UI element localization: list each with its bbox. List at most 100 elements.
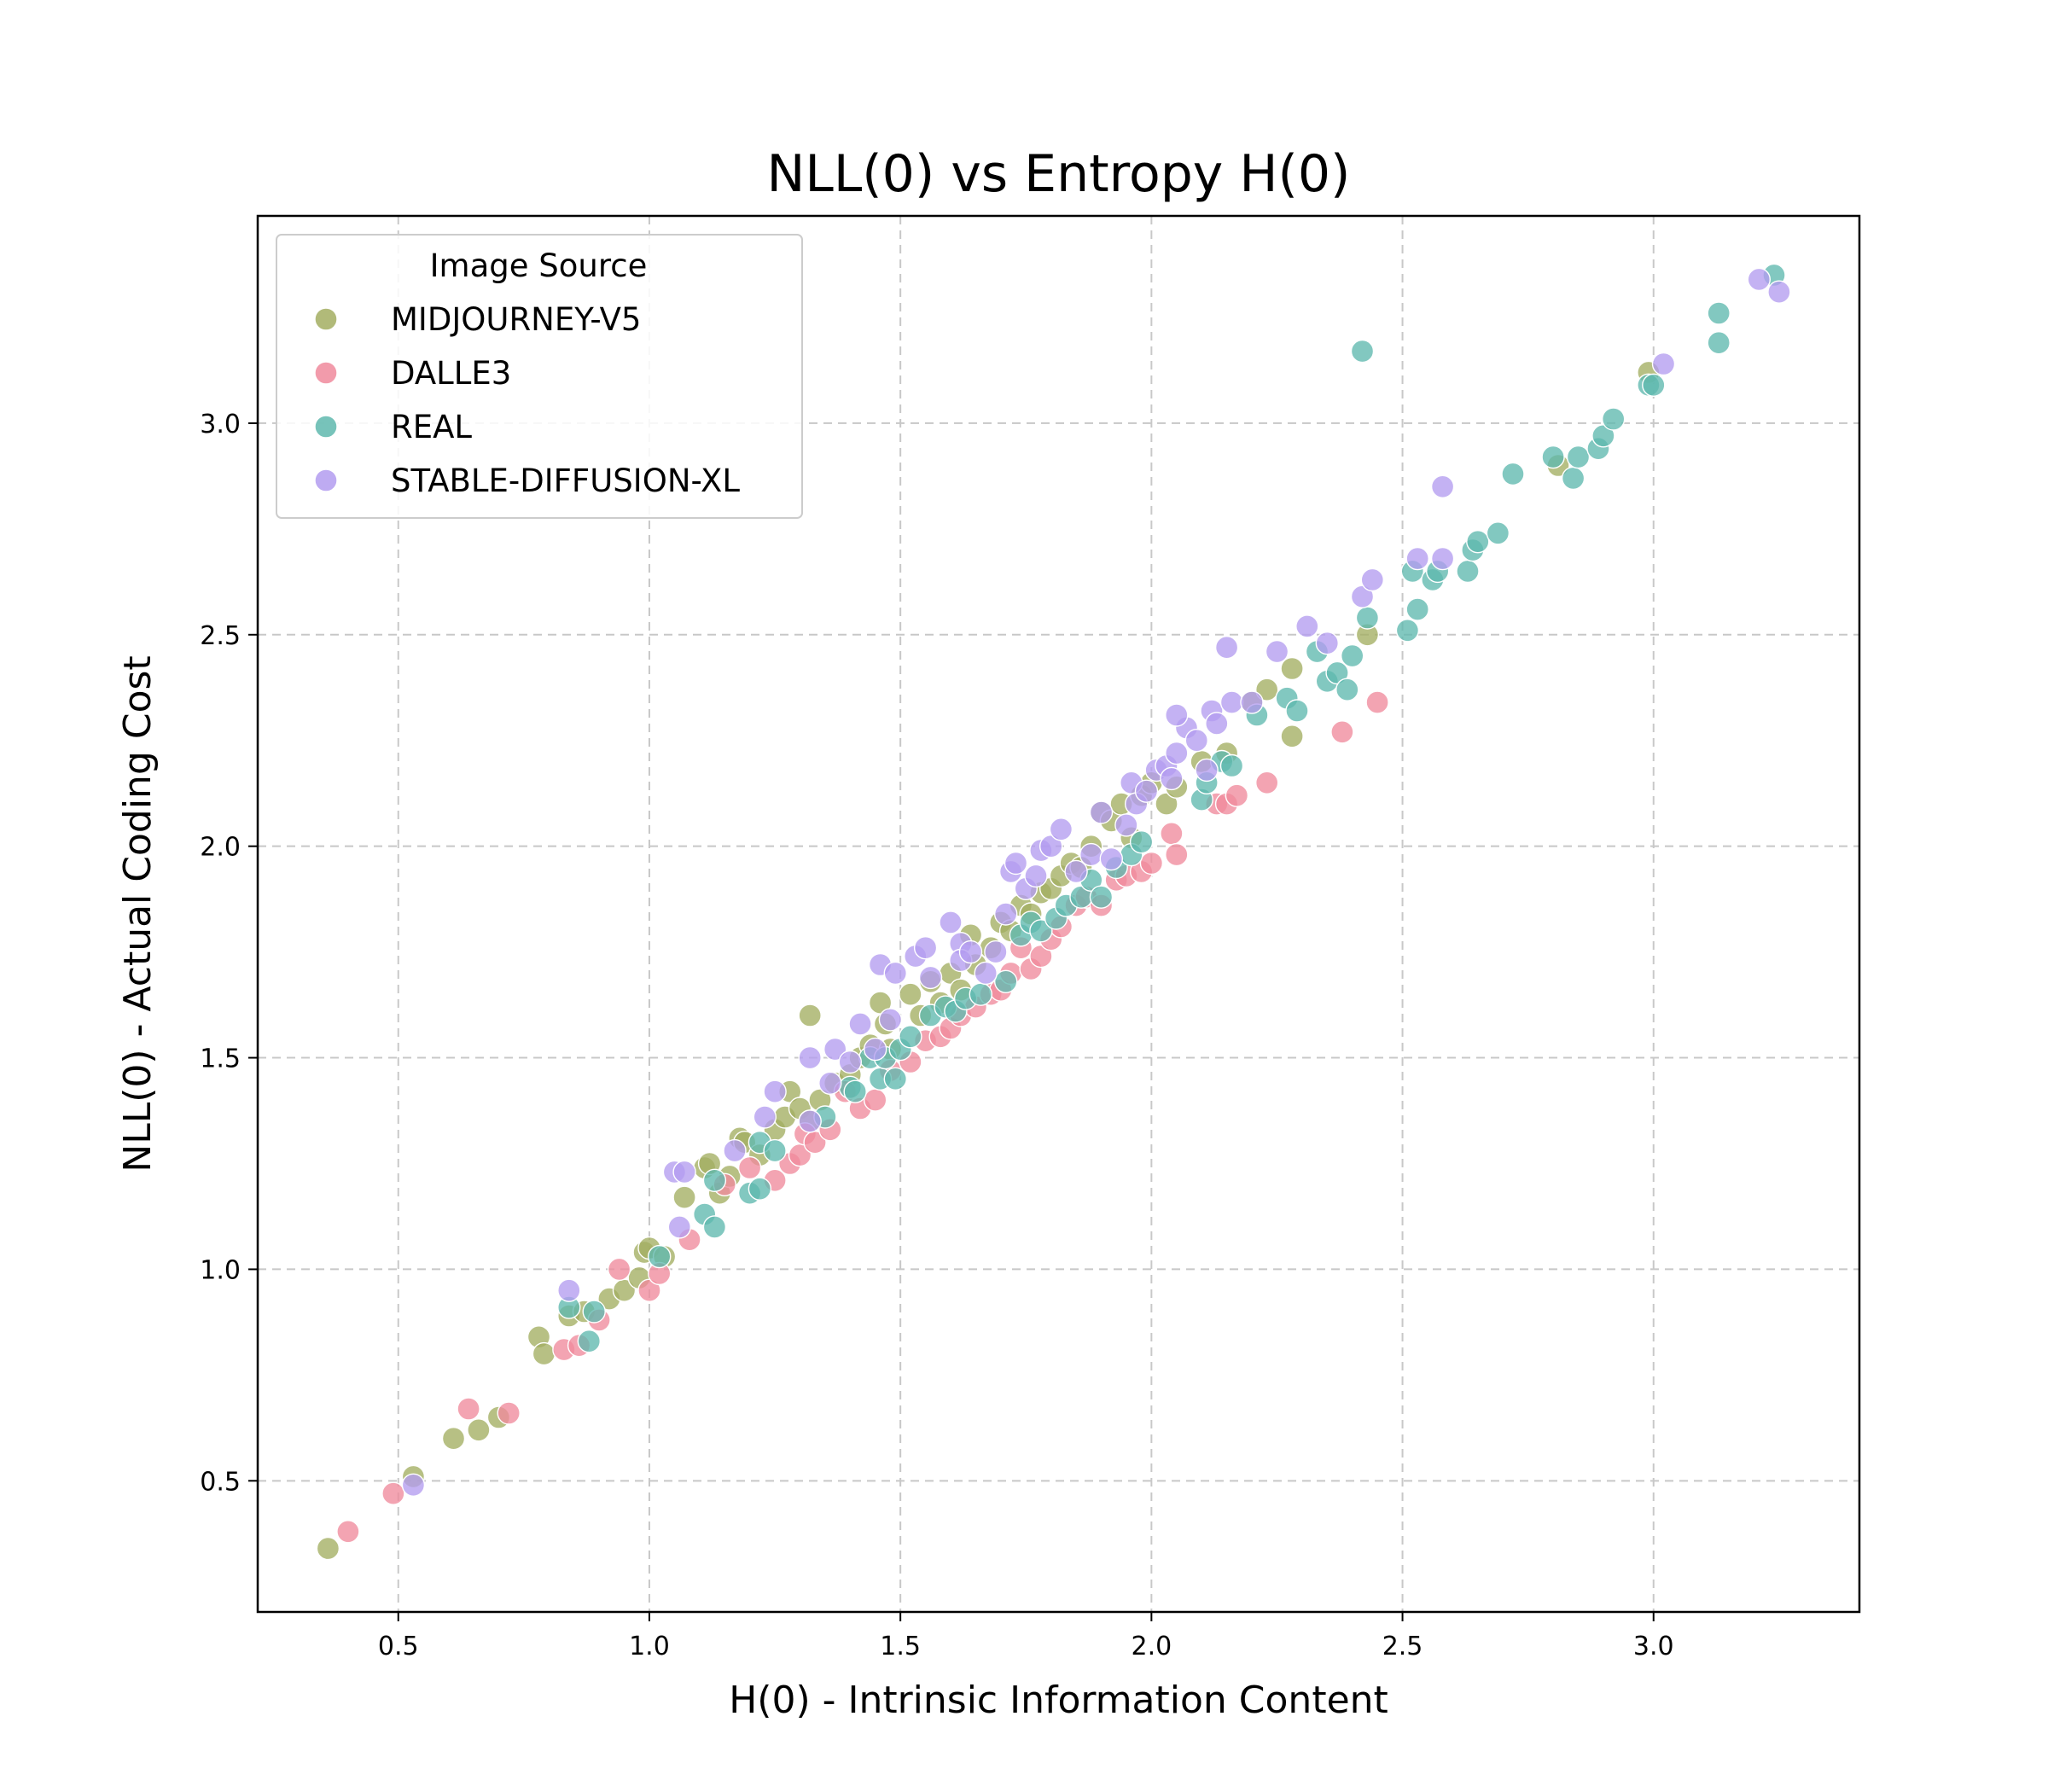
data-point	[1365, 690, 1389, 714]
data-point	[1139, 851, 1164, 876]
data-point	[737, 1155, 762, 1180]
data-point	[1165, 741, 1189, 765]
data-point	[1747, 267, 1772, 292]
x-axis-title: H(0) - Intrinsic Information Content	[729, 1679, 1388, 1722]
data-point	[798, 1004, 822, 1027]
data-point	[1280, 724, 1304, 748]
data-point	[577, 1329, 601, 1353]
data-point	[1285, 699, 1309, 723]
data-point	[723, 1138, 747, 1163]
data-point	[1360, 567, 1385, 592]
x-tick-label: 1.5	[880, 1632, 921, 1661]
data-point	[1205, 712, 1229, 736]
data-point	[863, 1037, 887, 1062]
x-tick-label: 2.0	[1131, 1632, 1172, 1661]
data-point	[1004, 851, 1028, 876]
legend-marker	[314, 307, 338, 331]
legend-box	[276, 234, 803, 519]
data-point	[336, 1520, 360, 1544]
data-point	[818, 1071, 842, 1096]
legend-marker	[314, 415, 338, 439]
data-point	[1651, 352, 1676, 376]
data-point	[672, 1185, 696, 1209]
data-points	[316, 263, 1791, 1561]
data-point	[1254, 678, 1279, 701]
data-point	[672, 1160, 696, 1184]
data-point	[958, 940, 983, 964]
legend-label: MIDJOURNEY-V5	[391, 301, 641, 338]
data-point	[883, 961, 908, 986]
legend-marker	[314, 468, 338, 492]
series-real	[557, 263, 1786, 1353]
legend-label: DALLE3	[391, 355, 511, 392]
data-point	[1134, 779, 1159, 803]
legend-items: MIDJOURNEY-V5 DALLE3 REAL STABLE-DIFFUSION-…	[314, 301, 740, 499]
data-point	[798, 1109, 822, 1133]
legend-label: REAL	[391, 409, 472, 445]
data-point	[838, 1050, 862, 1074]
data-point	[1219, 690, 1244, 714]
data-point	[1099, 847, 1124, 871]
data-point	[557, 1278, 581, 1302]
data-point	[1114, 813, 1138, 837]
data-point	[1430, 546, 1455, 571]
y-tick-label: 3.0	[200, 410, 241, 439]
data-point	[1501, 462, 1525, 486]
data-point	[1160, 766, 1184, 791]
data-point	[667, 1215, 691, 1239]
plot-frame	[256, 214, 1861, 1614]
y-tick-label: 2.5	[200, 621, 241, 651]
data-point	[1254, 771, 1279, 794]
data-point	[1240, 690, 1264, 714]
data-point	[763, 1138, 787, 1163]
data-point	[1064, 859, 1088, 884]
data-point	[316, 1536, 340, 1561]
data-point	[607, 1257, 631, 1282]
data-point	[1214, 636, 1239, 660]
x-tick-label: 3.0	[1633, 1632, 1674, 1661]
data-point	[984, 940, 1008, 964]
data-point	[1330, 720, 1354, 744]
data-point	[1466, 530, 1490, 554]
data-point	[1195, 758, 1219, 783]
data-point	[1340, 643, 1364, 668]
data-point	[753, 1105, 777, 1129]
data-point	[883, 1067, 908, 1091]
data-point	[993, 969, 1018, 994]
x-tick-label: 2.5	[1382, 1632, 1423, 1661]
data-point	[381, 1481, 405, 1505]
legend-title: Image Source	[430, 247, 648, 284]
data-point	[1335, 678, 1359, 701]
data-point	[1049, 817, 1073, 841]
data-point	[702, 1215, 727, 1239]
x-axis-ticks: 0.5 1.0 1.5 2.0 2.5 3.0	[378, 1612, 1674, 1661]
data-point	[1601, 407, 1626, 431]
legend-marker	[314, 361, 338, 385]
data-point	[1089, 885, 1114, 909]
data-point	[1165, 842, 1189, 867]
data-point	[1024, 864, 1048, 888]
y-axis-title: NLL(0) - Actual Coding Cost	[116, 655, 160, 1172]
data-point	[1430, 474, 1455, 498]
data-point	[1566, 445, 1591, 469]
data-point	[993, 902, 1018, 926]
data-point	[763, 1079, 787, 1103]
data-point	[467, 1418, 491, 1442]
data-point	[878, 1008, 903, 1032]
series-stable-diffusion-xl	[401, 267, 1791, 1498]
data-point	[748, 1177, 772, 1201]
data-point	[401, 1473, 426, 1498]
data-point	[899, 1025, 922, 1049]
chart-title: NLL(0) vs Entropy H(0)	[767, 144, 1351, 204]
data-point	[969, 982, 993, 1006]
data-point	[1315, 631, 1340, 655]
data-point	[1160, 822, 1184, 846]
data-point	[1219, 753, 1244, 778]
data-point	[918, 965, 943, 990]
data-point	[1561, 466, 1585, 491]
y-tick-label: 0.5	[200, 1467, 241, 1497]
data-point	[1355, 606, 1380, 630]
data-point	[1165, 703, 1189, 727]
y-axis-ticks: 0.5 1.0 1.5 2.0 2.5 3.0	[200, 410, 258, 1497]
